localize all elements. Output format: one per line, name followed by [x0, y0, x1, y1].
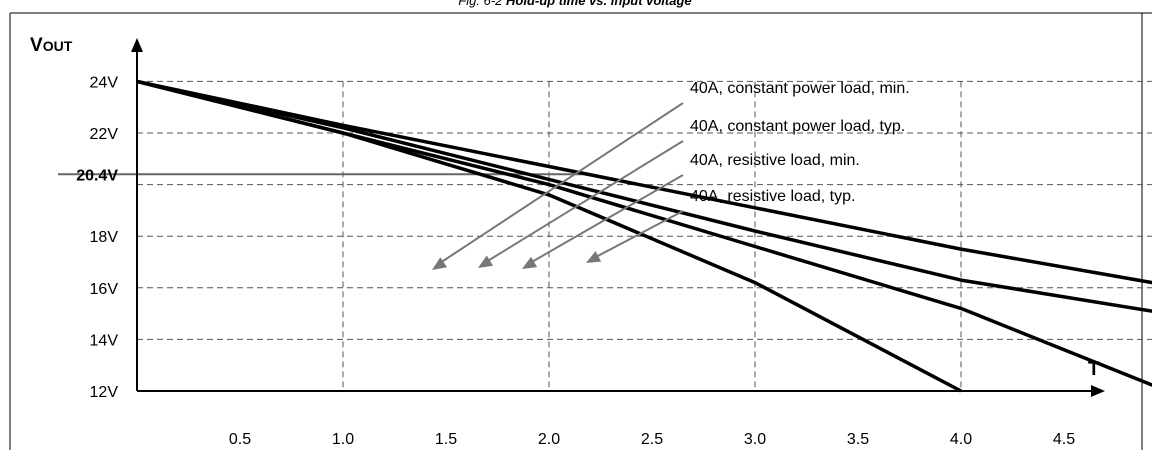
legend-entry: 40A, resistive load, typ.	[690, 188, 855, 205]
ylabel-main: V	[30, 35, 43, 56]
y-tick-label: 14V	[90, 332, 119, 349]
legend-entry: 40A, resistive load, min.	[690, 152, 860, 169]
y-tick-label: 18V	[90, 229, 119, 246]
legend-pointer-line	[439, 102, 684, 264]
y-axis-arrow	[131, 38, 143, 52]
x-tick-label: 3.0	[744, 431, 766, 448]
x-tick-label: 4.0	[950, 431, 972, 448]
x-tick-label: 0.5	[229, 431, 251, 448]
y-tick-label: 22V	[90, 126, 119, 143]
legend-pointer-line	[593, 210, 684, 259]
series-line	[136, 79, 1152, 285]
y-tick-label: 12V	[90, 384, 119, 401]
caption-prefix: Fig. 6-2	[458, 0, 503, 8]
legend-pointer-line	[529, 174, 684, 264]
legend-group: 40A, constant power load, min. 40A, const…	[432, 80, 910, 270]
legend-pointer-arrow	[478, 255, 494, 268]
y-tick-label: 24V	[90, 74, 119, 91]
y-tick-label: 20.4V	[76, 167, 118, 184]
y-axis-label: VOUT	[30, 35, 73, 56]
y-tick-labels: 24V 22V 20.4V 18V 16V 14V 12V	[76, 74, 118, 401]
legend-entry: 40A, constant power load, typ.	[690, 118, 905, 135]
x-tick-label: 2.5	[641, 431, 663, 448]
x-tick-label: 1.5	[435, 431, 457, 448]
legend-entry: 40A, constant power load, min.	[690, 80, 910, 97]
x-tick-label: 1.0	[332, 431, 354, 448]
legend-pointer-arrow	[522, 256, 538, 269]
caption-title: Hold-up time vs. input voltage	[506, 0, 692, 8]
series-lines	[136, 79, 1152, 393]
ylabel-sub: OUT	[43, 38, 73, 54]
x-tick-label: 2.0	[538, 431, 560, 448]
x-tick-label: 3.5	[847, 431, 869, 448]
x-axis-arrow	[1091, 385, 1105, 397]
x-axis-label: T	[1088, 359, 1100, 380]
y-tick-label: 16V	[90, 281, 119, 298]
axes-group	[131, 38, 1105, 397]
legend-pointer-arrow	[432, 257, 447, 270]
legend-pointer-arrow	[586, 251, 602, 263]
figure-caption: Fig. 6-2 Hold-up time vs. input voltage	[458, 0, 691, 8]
x-tick-label: 4.5	[1053, 431, 1075, 448]
series-line	[136, 79, 1152, 387]
x-tick-labels: 0.51.01.52.02.53.03.54.04.55.05.56.06.57…	[229, 431, 1075, 448]
series-line	[136, 79, 1152, 313]
legend-pointer-line	[485, 140, 684, 263]
